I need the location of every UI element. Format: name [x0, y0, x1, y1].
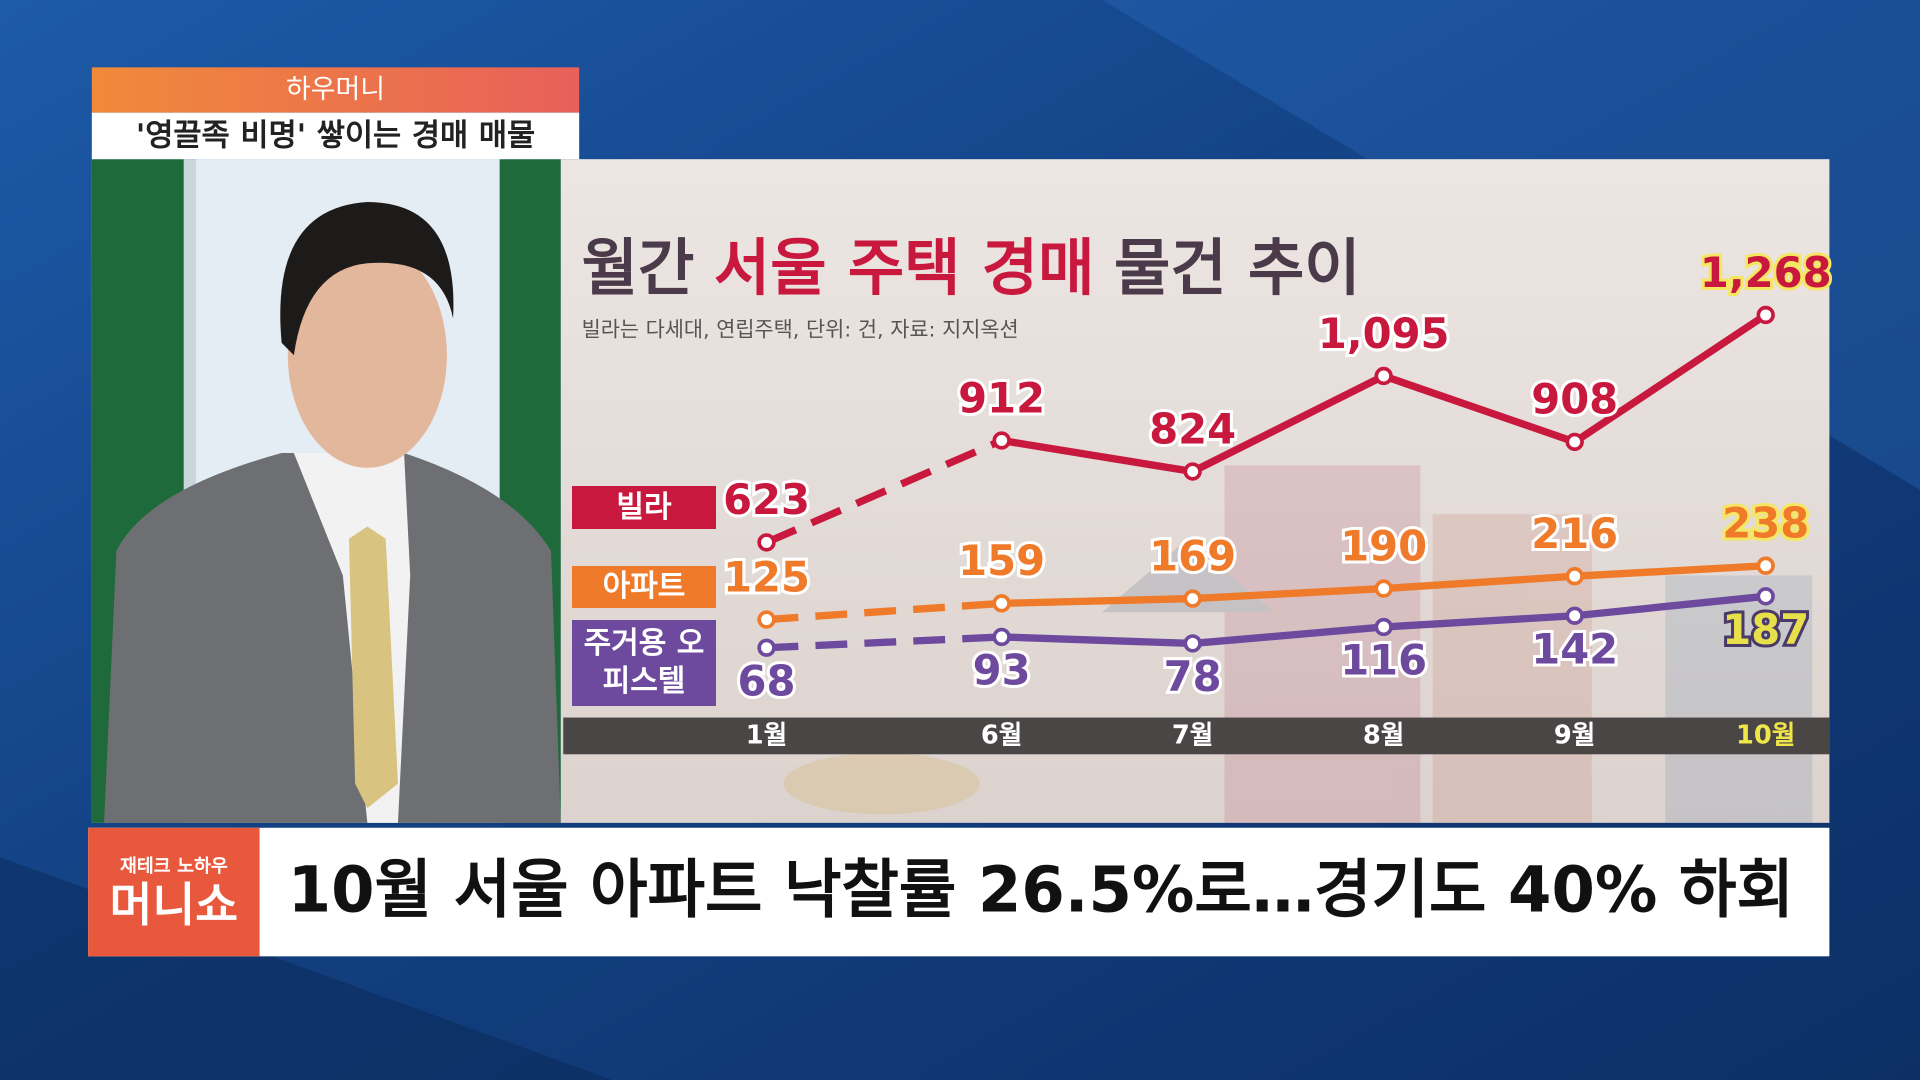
- data-point: [992, 431, 1011, 450]
- x-tick-label: 1월: [746, 720, 788, 750]
- ticker-logo: 머니쇼: [110, 878, 238, 932]
- value-label: 125: [723, 552, 810, 601]
- legend-entry: 빌라: [572, 486, 716, 529]
- value-label: 824: [1149, 404, 1236, 453]
- x-tick-label: 9월: [1554, 720, 1596, 750]
- data-point: [757, 610, 776, 629]
- deco-building: [1432, 514, 1592, 823]
- data-point: [1183, 462, 1202, 481]
- data-point: [992, 627, 1011, 647]
- deco-building: [1224, 465, 1421, 823]
- value-label: 623: [723, 475, 810, 524]
- program-tag: [91, 67, 580, 113]
- chart-background: [560, 159, 1830, 823]
- ticker-headline: 10월 서울 아파트 낙찰률 26.5%로…경기도 40% 하회: [288, 853, 1794, 927]
- value-label: 116: [1340, 636, 1427, 685]
- data-point: [1756, 587, 1775, 606]
- chart-panel: 월간 서울 주택 경매 물건 추이 빌라는 다세대, 연립주택, 단위: 건, 자료…: [560, 159, 1830, 823]
- value-label: 190: [1340, 521, 1427, 570]
- legend-entry: 주거용 오피스텔: [572, 620, 716, 706]
- value-label: 78: [1164, 652, 1222, 701]
- presenter-suit: [104, 453, 561, 823]
- value-label: 238: [1722, 499, 1809, 548]
- value-label: 912: [958, 373, 1045, 422]
- data-point: [757, 638, 776, 657]
- data-point: [1756, 305, 1775, 325]
- value-label: 68: [738, 656, 796, 705]
- chart-decoration: [783, 465, 1813, 823]
- data-point: [1565, 606, 1584, 625]
- program-topic: '영끌족 비명' 쌓이는 경매 매물: [136, 119, 535, 154]
- data-point: [1565, 567, 1584, 586]
- ticker-logo-top: 재테크 노하우: [120, 856, 228, 877]
- value-label: 169: [1149, 531, 1236, 580]
- value-label: 908: [1531, 375, 1618, 424]
- series-line-dashed: [766, 633, 1002, 652]
- x-tick-label: 10월: [1736, 720, 1795, 750]
- chart-title-part: 서울 주택 경매: [714, 232, 1095, 303]
- data-point: [1183, 634, 1202, 653]
- chart-subtitle: 빌라는 다세대, 연립주택, 단위: 건, 자료: 지지옥션: [582, 318, 1019, 342]
- presenter-face: [287, 242, 447, 468]
- x-axis-bar: [563, 717, 1830, 755]
- data-point: [757, 533, 776, 552]
- data-point: [1183, 589, 1202, 608]
- presenter-tie: [348, 526, 398, 809]
- studio-video: [91, 159, 561, 823]
- data-point: [1374, 617, 1393, 637]
- chart-title-part: 물건 추이: [1114, 232, 1361, 303]
- deco-building: [1665, 575, 1813, 823]
- program-title: 하우머니: [286, 74, 385, 105]
- data-point: [1374, 579, 1393, 598]
- chart-title-part: 월간: [582, 232, 695, 303]
- series-line-dashed: [765, 437, 1004, 546]
- value-label: 216: [1531, 509, 1618, 558]
- value-label: 142: [1531, 624, 1618, 673]
- x-tick-label: 6월: [981, 720, 1023, 750]
- x-tick-label: 7월: [1172, 720, 1214, 750]
- data-point: [992, 594, 1011, 613]
- series-line-dashed: [766, 599, 1002, 624]
- deco-coins: [783, 753, 980, 815]
- value-label: 1,095: [1318, 309, 1450, 358]
- value-label: 187: [1722, 605, 1809, 654]
- program-topic-box: [91, 112, 580, 160]
- value-label: 93: [973, 646, 1031, 695]
- presenter-hair: [280, 202, 454, 356]
- x-tick-label: 8월: [1363, 720, 1405, 750]
- legend-entry: 아파트: [572, 566, 716, 608]
- ticker-bar: [88, 827, 1830, 957]
- value-label: 159: [958, 536, 1045, 585]
- ticker-logo-box: [88, 827, 260, 957]
- value-label: 1,268: [1700, 248, 1832, 297]
- data-point: [1565, 432, 1584, 452]
- data-point: [1756, 556, 1775, 575]
- chart-title: 월간 서울 주택 경매 물건 추이: [582, 232, 1361, 303]
- data-point: [1374, 366, 1393, 386]
